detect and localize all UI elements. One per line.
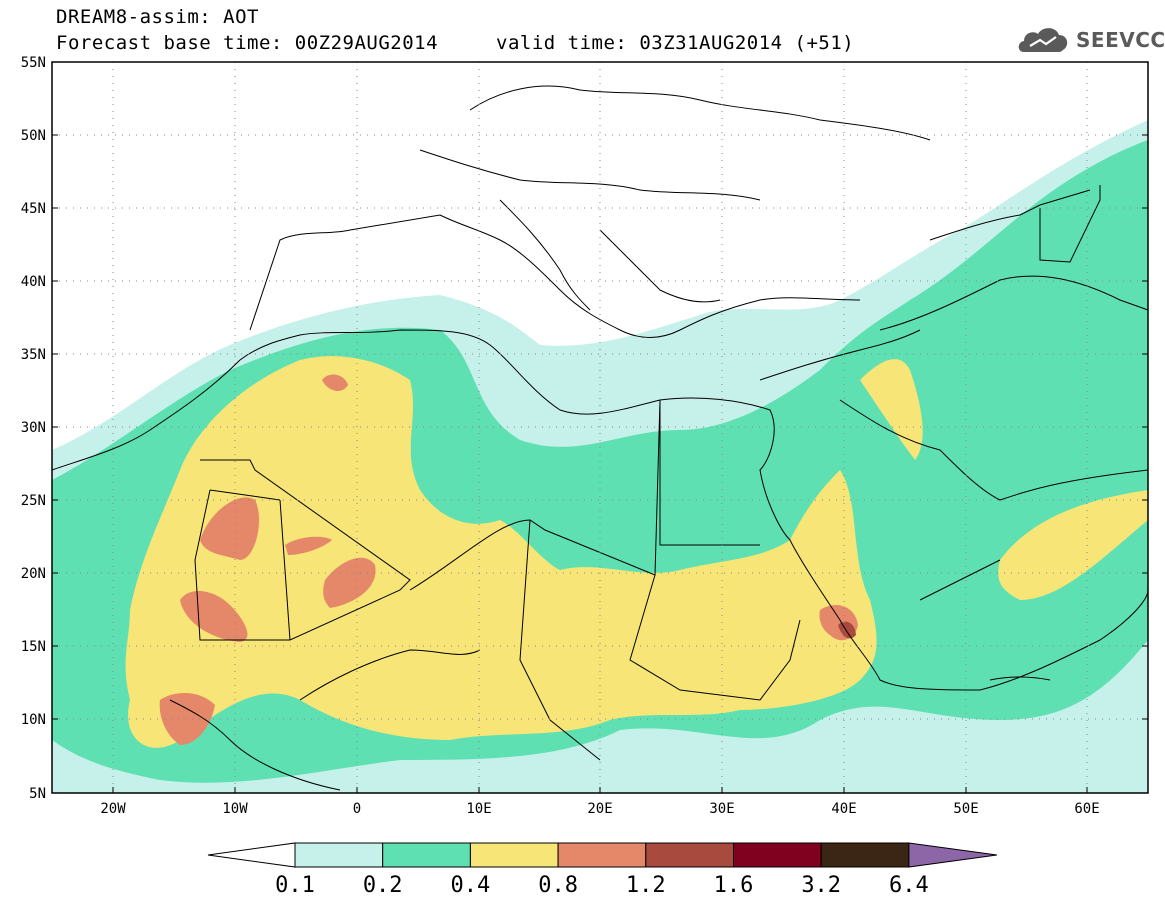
- lon-label: 50E: [953, 801, 978, 817]
- base-time: Forecast base time: 00Z29AUG2014: [56, 32, 439, 54]
- coastlines: [52, 85, 1148, 791]
- logo-text: SEEVCCC: [1076, 28, 1165, 52]
- aot-band-0.8-f: [322, 374, 348, 392]
- colorbar-labels: 0.1 0.2 0.4 0.8 1.2 1.6 3.2 6.4: [275, 873, 929, 898]
- lat-label: 10N: [21, 712, 46, 728]
- colorbar-boxes: [207, 842, 997, 868]
- colorbar-box: [469, 842, 559, 868]
- cloud-icon: [1018, 28, 1068, 52]
- valid-time: valid time: 03Z31AUG2014 (+51): [496, 32, 855, 54]
- lon-label: 10E: [466, 801, 491, 817]
- colorbar-level-label: 1.2: [626, 873, 666, 898]
- lat-label: 35N: [21, 347, 46, 363]
- lat-label: 30N: [21, 420, 46, 436]
- lat-labels: 55N 50N 45N 40N 35N 30N 25N 20N 15N 10N …: [21, 55, 46, 802]
- colorbar-arrow-low: [207, 842, 296, 868]
- aot-band-0.8-b: [180, 590, 248, 642]
- colorbar-box: [557, 842, 647, 868]
- aot-band-0.8-e: [159, 693, 215, 745]
- seevccc-logo: SEEVCCC: [1016, 22, 1165, 56]
- aot-band-0.8-a: [200, 497, 260, 560]
- lon-label: 20W: [100, 801, 126, 817]
- colorbar-box: [733, 842, 822, 868]
- map-grid: [52, 62, 1148, 793]
- colorbar-level-label: 1.6: [714, 873, 754, 898]
- colorbar-level-label: 0.2: [363, 873, 403, 898]
- colorbar-box: [820, 842, 910, 868]
- model-title: DREAM8-assim: AOT: [56, 6, 259, 28]
- colorbar-level-label: 3.2: [801, 873, 841, 898]
- lat-label: 50N: [21, 128, 46, 144]
- lon-label: 60E: [1074, 801, 1099, 817]
- lat-label: 20N: [21, 566, 46, 582]
- lon-label: 20E: [587, 801, 612, 817]
- lat-label: 55N: [21, 55, 46, 71]
- colorbar-arrow-high: [908, 842, 997, 868]
- lon-label: 40E: [831, 801, 856, 817]
- lat-label: 45N: [21, 201, 46, 217]
- aot-band-0.8-c: [323, 557, 376, 608]
- lon-labels: 20W 10W 0 10E 20E 30E 40E 50E 60E: [100, 801, 1099, 817]
- colorbar-level-label: 0.1: [275, 873, 315, 898]
- title-line-1: DREAM8-assim: AOT: [56, 6, 259, 28]
- colorbar-box: [645, 842, 734, 868]
- lon-label: 30E: [709, 801, 734, 817]
- colorbar-level-label: 6.4: [889, 873, 929, 898]
- aot-band-1.2: [838, 621, 856, 639]
- aot-band-0.4-arabia: [998, 490, 1148, 600]
- axis-ticks: [52, 134, 1148, 793]
- lat-label: 5N: [29, 786, 46, 802]
- title-line-2: Forecast base time: 00Z29AUG2014 valid ti…: [56, 32, 854, 54]
- aot-band-0.4-iraq: [860, 359, 923, 460]
- lon-label: 10W: [222, 801, 248, 817]
- colorbar-box: [382, 842, 471, 868]
- colorbar-level-label: 0.4: [451, 873, 491, 898]
- colorbar-box: [294, 842, 384, 868]
- aot-band-0.4: [125, 356, 877, 748]
- lat-label: 40N: [21, 274, 46, 290]
- lat-label: 15N: [21, 639, 46, 655]
- lat-label: 25N: [21, 493, 46, 509]
- lon-label: 0: [353, 801, 361, 817]
- colorbar-level-label: 0.8: [538, 873, 578, 898]
- aot-band-0.8-d: [285, 536, 332, 555]
